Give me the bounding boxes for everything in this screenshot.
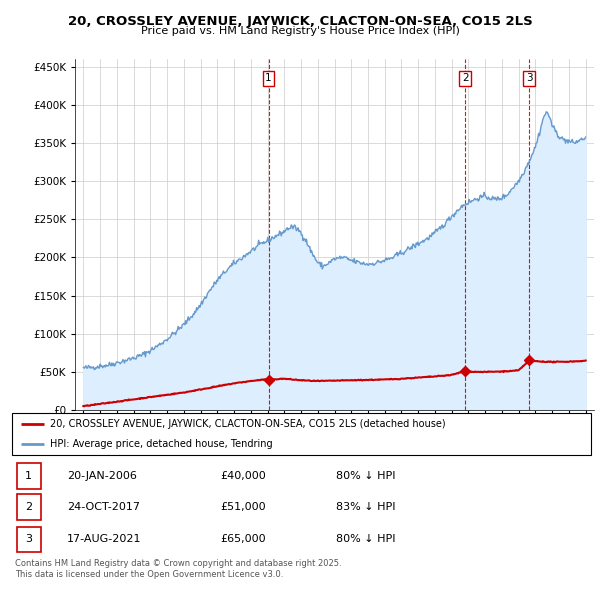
Text: Price paid vs. HM Land Registry's House Price Index (HPI): Price paid vs. HM Land Registry's House … <box>140 26 460 36</box>
Text: 3: 3 <box>25 534 32 544</box>
Text: 1: 1 <box>25 471 32 481</box>
Text: 80% ↓ HPI: 80% ↓ HPI <box>336 534 396 544</box>
Text: 24-OCT-2017: 24-OCT-2017 <box>67 502 140 512</box>
Text: 2: 2 <box>25 502 32 512</box>
Text: HPI: Average price, detached house, Tendring: HPI: Average price, detached house, Tend… <box>50 439 272 449</box>
Text: 20, CROSSLEY AVENUE, JAYWICK, CLACTON-ON-SEA, CO15 2LS: 20, CROSSLEY AVENUE, JAYWICK, CLACTON-ON… <box>68 15 532 28</box>
Text: 1: 1 <box>265 73 272 83</box>
Text: 20, CROSSLEY AVENUE, JAYWICK, CLACTON-ON-SEA, CO15 2LS (detached house): 20, CROSSLEY AVENUE, JAYWICK, CLACTON-ON… <box>50 419 445 430</box>
Text: £51,000: £51,000 <box>220 502 266 512</box>
Text: 20-JAN-2006: 20-JAN-2006 <box>67 471 137 481</box>
Text: 3: 3 <box>526 73 533 83</box>
Text: £40,000: £40,000 <box>220 471 266 481</box>
Text: 17-AUG-2021: 17-AUG-2021 <box>67 534 142 544</box>
FancyBboxPatch shape <box>12 413 591 455</box>
Text: £65,000: £65,000 <box>220 534 266 544</box>
FancyBboxPatch shape <box>17 526 41 552</box>
Text: 2: 2 <box>462 73 469 83</box>
FancyBboxPatch shape <box>17 494 41 520</box>
FancyBboxPatch shape <box>17 463 41 489</box>
Text: Contains HM Land Registry data © Crown copyright and database right 2025.
This d: Contains HM Land Registry data © Crown c… <box>15 559 341 579</box>
Text: 83% ↓ HPI: 83% ↓ HPI <box>336 502 396 512</box>
Text: 80% ↓ HPI: 80% ↓ HPI <box>336 471 396 481</box>
